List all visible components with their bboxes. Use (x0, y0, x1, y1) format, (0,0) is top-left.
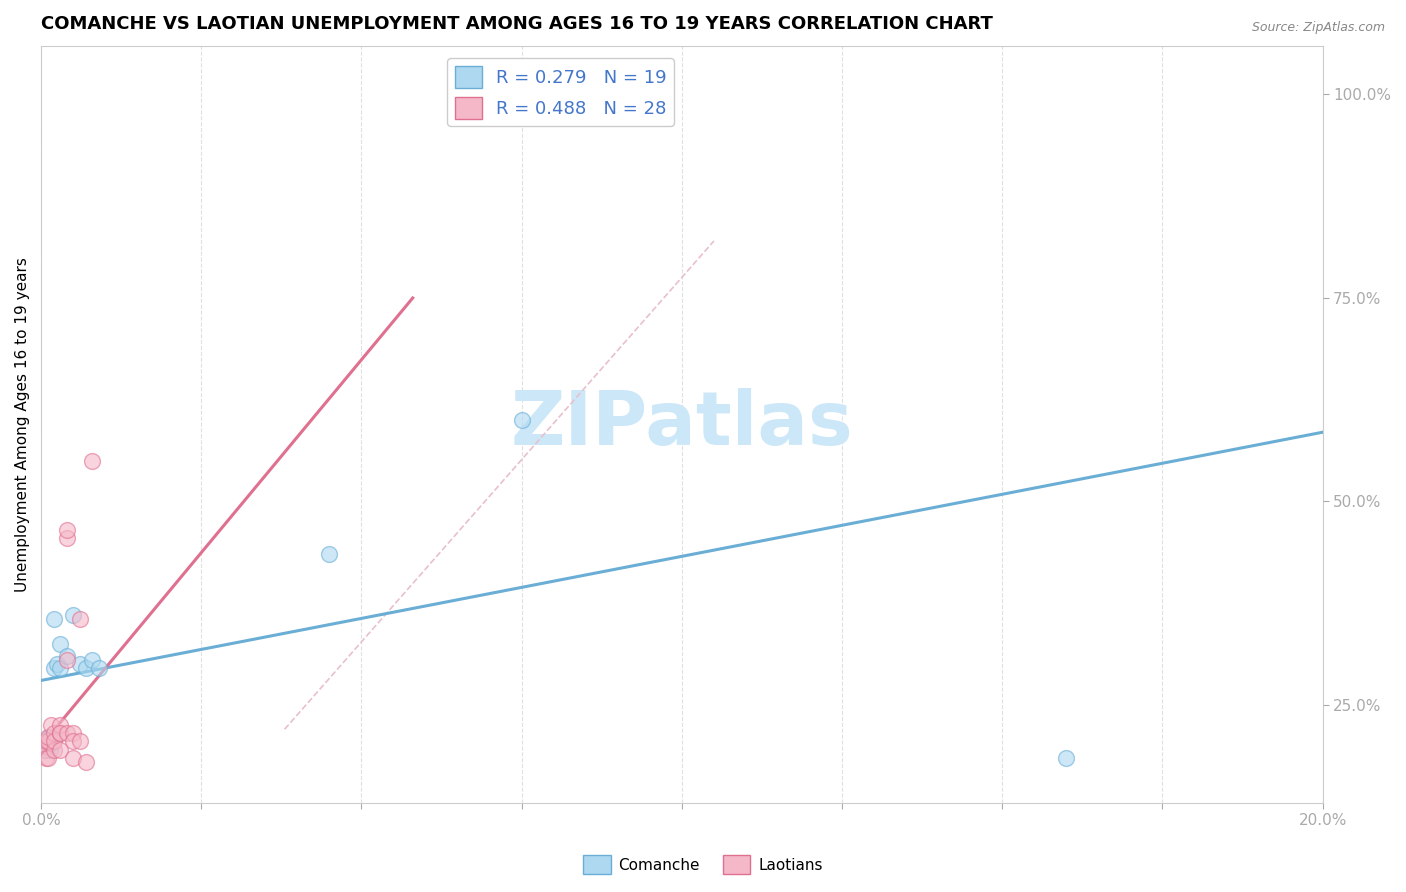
Point (510, 413, 533, 427)
Point (55, 523, 77, 537)
Y-axis label: Unemployment Among Ages 16 to 19 years: Unemployment Among Ages 16 to 19 years (15, 257, 30, 591)
Point (34, 751, 56, 765)
Point (42, 661, 65, 675)
Point (446, 87, 468, 102)
Point (446, 87, 468, 102)
Point (46, 657, 69, 672)
Point (62, 734, 84, 748)
Point (82, 653, 104, 667)
Point (35, 742, 58, 756)
Legend: R = 0.279   N = 19, R = 0.488   N = 28: R = 0.279 N = 19, R = 0.488 N = 28 (447, 59, 673, 126)
Point (42, 734, 65, 748)
Point (87, 661, 110, 675)
Point (1054, 751, 1077, 765)
Text: COMANCHE VS LAOTIAN UNEMPLOYMENT AMONG AGES 16 TO 19 YEARS CORRELATION CHART: COMANCHE VS LAOTIAN UNEMPLOYMENT AMONG A… (41, 15, 993, 33)
Point (69, 657, 91, 672)
Point (49, 726, 72, 740)
Point (39, 718, 62, 732)
Point (37, 751, 59, 765)
Point (62, 726, 84, 740)
Point (55, 653, 77, 667)
Point (55, 531, 77, 545)
Point (35, 734, 58, 748)
Point (42, 742, 65, 756)
Point (49, 726, 72, 740)
Point (49, 742, 72, 756)
Point (75, 755, 97, 769)
Point (41, 731, 63, 745)
Point (49, 637, 72, 651)
Point (55, 726, 77, 740)
Point (69, 612, 91, 626)
Point (42, 612, 65, 626)
Legend: Comanche, Laotians: Comanche, Laotians (578, 849, 828, 880)
Point (75, 661, 97, 675)
Point (82, 453, 104, 467)
Point (318, 547, 340, 561)
Point (42, 726, 65, 740)
Point (37, 731, 59, 745)
Text: Source: ZipAtlas.com: Source: ZipAtlas.com (1251, 21, 1385, 34)
Point (39, 742, 62, 756)
Point (38, 731, 60, 745)
Point (55, 648, 77, 663)
Point (69, 734, 91, 748)
Point (49, 718, 72, 732)
Point (37, 734, 59, 748)
Point (49, 661, 72, 675)
Point (62, 751, 84, 765)
Point (34, 742, 56, 756)
Text: ZIPatlas: ZIPatlas (510, 388, 853, 460)
Point (37, 739, 59, 753)
Point (62, 608, 84, 623)
Point (34, 739, 56, 753)
